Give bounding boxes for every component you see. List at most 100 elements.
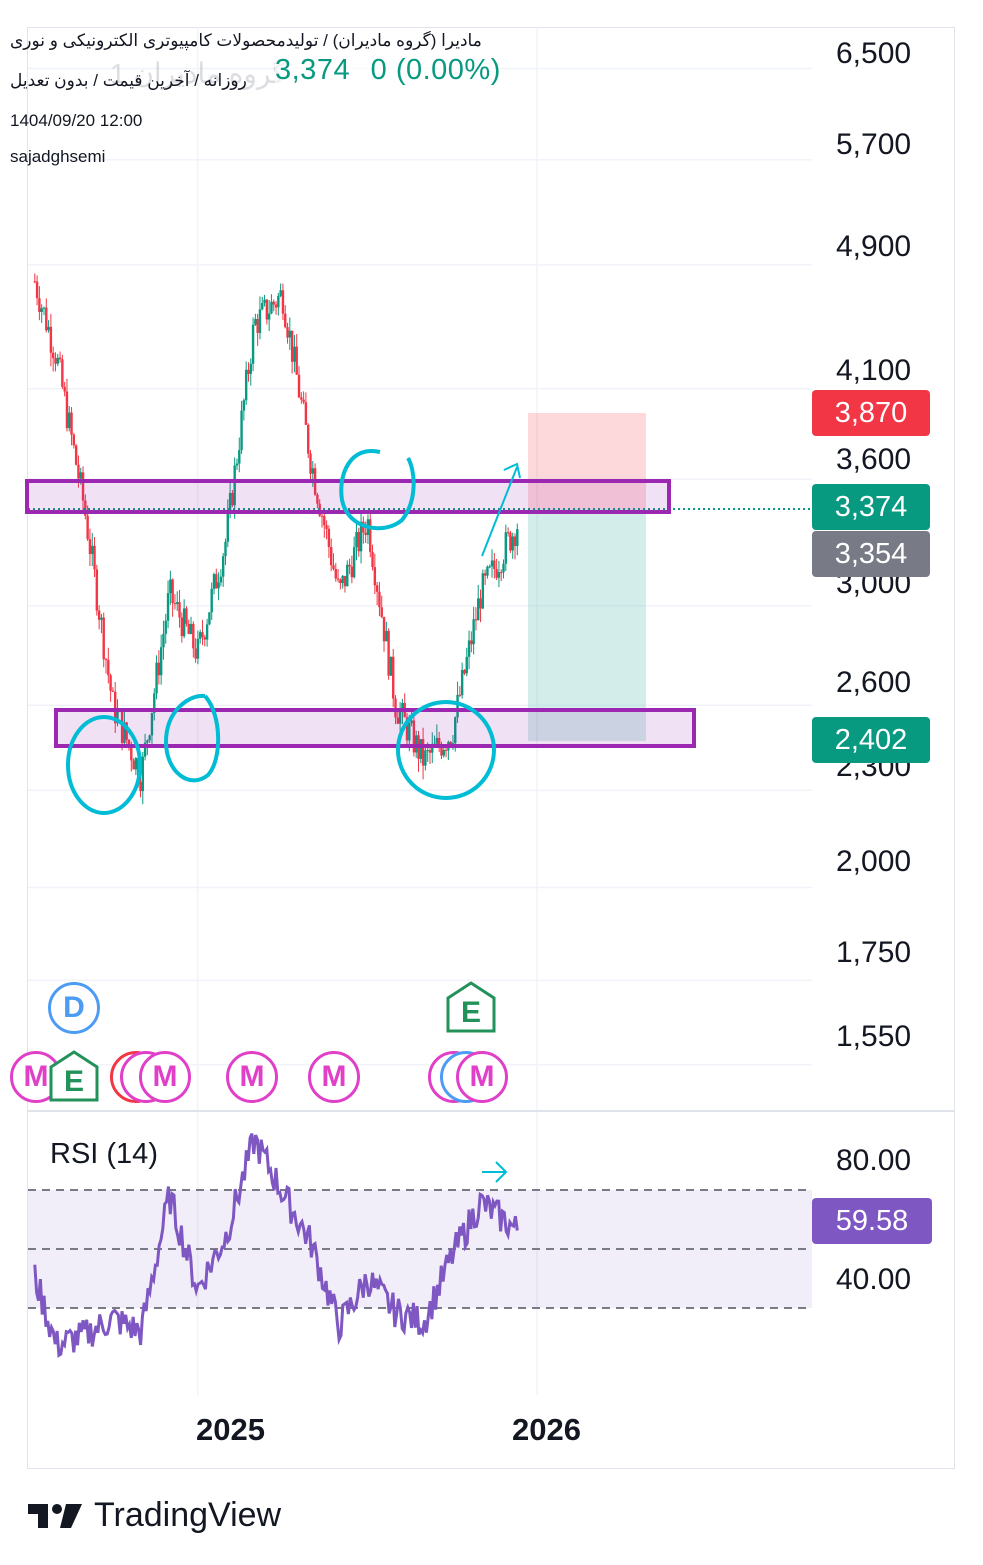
candle — [153, 688, 156, 721]
tradingview-logo-icon — [28, 1503, 82, 1528]
candle — [357, 527, 360, 557]
candle — [238, 437, 241, 473]
candle — [295, 334, 298, 375]
candle — [187, 619, 190, 635]
stop-price-tag[interactable]: 2,402 — [812, 717, 930, 763]
candle — [244, 361, 248, 405]
candle — [180, 612, 184, 643]
candle — [375, 582, 379, 606]
candle — [511, 532, 514, 559]
snapshot-datetime: 1404/09/20 12:00 — [10, 111, 143, 130]
candle — [470, 631, 473, 653]
symbol-title: مادیرا (گروه مادیران) / تولیدمحصولات کام… — [10, 31, 482, 50]
position-stop-zone[interactable] — [528, 509, 646, 741]
candle — [359, 512, 363, 564]
price-tick-2600: 2,600 — [836, 666, 912, 699]
candle — [173, 594, 177, 610]
candle — [277, 292, 280, 316]
target-price-tag[interactable]: 3,870 — [812, 390, 930, 436]
candle — [199, 629, 202, 644]
chart-frame[interactable] — [27, 27, 955, 1469]
candle — [166, 580, 170, 629]
candle — [102, 612, 105, 668]
candle — [329, 538, 333, 572]
candle — [509, 530, 512, 553]
earnings-event-marker[interactable]: E — [445, 980, 497, 1034]
price-tick-1550: 1,550 — [836, 1020, 912, 1053]
circle-bottom-3 — [396, 700, 496, 800]
reference-price-tag[interactable]: 3,354 — [812, 531, 930, 577]
candle — [493, 553, 496, 579]
candle — [355, 520, 358, 561]
candle — [51, 346, 55, 372]
candle — [474, 607, 478, 631]
candle — [463, 669, 466, 676]
candle — [270, 294, 273, 315]
candle — [240, 400, 243, 455]
candle — [336, 569, 340, 583]
candle — [224, 538, 227, 565]
candle — [486, 565, 489, 579]
price-tick-4100: 4,100 — [836, 354, 912, 387]
author-name: sajadghsemi — [10, 147, 106, 166]
candle — [45, 298, 48, 333]
earnings-event-label: E — [461, 996, 481, 1029]
circle-top — [339, 448, 416, 531]
candle — [33, 273, 36, 284]
resistance-zone[interactable] — [25, 479, 671, 514]
meeting-event-marker-2[interactable]: M — [139, 1051, 191, 1103]
candle — [307, 423, 310, 459]
candle — [176, 591, 179, 612]
hand-drawn-circles — [66, 448, 496, 815]
dividend-event-marker[interactable]: D — [48, 982, 100, 1034]
candle — [428, 745, 432, 765]
candle — [208, 611, 211, 626]
candle — [192, 621, 195, 658]
candle — [74, 444, 78, 466]
candle — [387, 628, 390, 680]
candle — [327, 525, 331, 558]
trend-arrow — [481, 462, 521, 557]
candle — [47, 320, 50, 333]
candle — [272, 299, 275, 312]
header-last-price: 3,374 — [275, 54, 351, 86]
candle — [61, 354, 64, 390]
candle — [134, 756, 138, 776]
candle — [497, 560, 501, 588]
candle — [265, 298, 269, 325]
candle — [297, 366, 301, 399]
earnings-event-marker-2[interactable]: E — [48, 1049, 100, 1103]
candle — [54, 352, 57, 372]
time-label-2025: 2025 — [196, 1412, 265, 1447]
rsi-title[interactable]: RSI (14) — [50, 1138, 158, 1170]
candle — [506, 527, 510, 537]
rsi-line[interactable] — [33, 1133, 519, 1358]
candle — [210, 582, 213, 621]
candle — [435, 724, 439, 746]
candle — [104, 657, 108, 674]
candle — [467, 630, 471, 670]
rsi-value-tag[interactable]: 59.58 — [812, 1198, 932, 1244]
meeting-event-marker-5[interactable]: M — [456, 1051, 508, 1103]
candle — [201, 619, 204, 646]
candle — [513, 533, 517, 560]
candle — [84, 494, 87, 520]
candle — [267, 300, 271, 331]
meeting-event-marker-4[interactable]: M — [308, 1051, 360, 1103]
candle — [249, 358, 252, 386]
tradingview-logo[interactable]: TradingView — [28, 1496, 281, 1535]
candle — [274, 301, 278, 315]
candle — [93, 536, 96, 578]
price-tick-3600: 3,600 — [836, 443, 912, 476]
last-price-tag[interactable]: 3,374 — [812, 484, 930, 530]
candle — [215, 568, 218, 589]
candle — [398, 701, 402, 734]
candle — [382, 616, 386, 652]
support-zone[interactable] — [54, 708, 696, 748]
candle — [472, 606, 475, 655]
position-target-zone[interactable] — [528, 413, 646, 509]
candle — [178, 589, 181, 628]
candle — [343, 575, 347, 593]
meeting-event-marker-3[interactable]: M — [226, 1051, 278, 1103]
